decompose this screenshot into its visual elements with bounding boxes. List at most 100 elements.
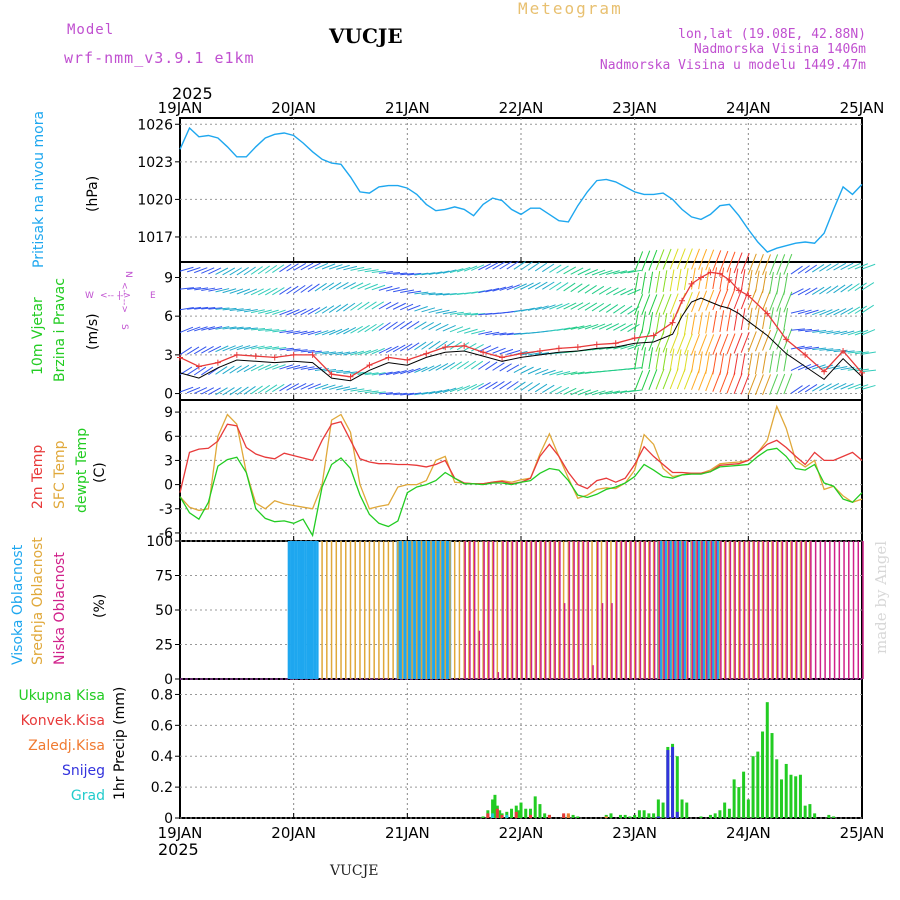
wind-barb	[698, 351, 703, 374]
wind-barb	[797, 364, 812, 371]
wind-barb	[584, 302, 598, 311]
wind-gust-marker	[442, 344, 449, 351]
wind-barb	[464, 328, 478, 334]
precip-bar	[751, 756, 755, 818]
wind-barb	[606, 390, 621, 395]
wind-gust-marker	[404, 357, 411, 364]
wind-barb	[357, 283, 371, 290]
wind-barb	[179, 266, 194, 272]
wind-barb	[435, 340, 448, 350]
wind-barb	[648, 294, 658, 316]
wind-barb	[364, 348, 378, 355]
precip-bar	[770, 733, 774, 818]
wind-barb	[733, 252, 743, 274]
wind-barb	[300, 284, 313, 293]
wind-barb	[201, 345, 214, 354]
wind-gust-marker	[309, 351, 316, 358]
wind-barb	[350, 282, 364, 290]
wind-barb	[655, 294, 665, 316]
wind-barb	[257, 265, 270, 275]
wind-barb	[599, 390, 613, 395]
wind-gust-marker	[650, 332, 657, 339]
wind-barb	[840, 283, 853, 293]
wind-gust-marker	[290, 351, 297, 358]
wind-barb	[321, 263, 336, 270]
wind-barb	[435, 309, 450, 314]
wind-barb	[435, 293, 450, 296]
wind-barb	[186, 267, 201, 273]
wind-barb	[620, 270, 635, 274]
wind-barb	[769, 271, 774, 294]
wind-barb	[187, 287, 202, 290]
wind-barb	[826, 263, 839, 272]
wind-barb	[683, 268, 689, 291]
wind-barb	[272, 264, 285, 273]
wind-barb	[215, 345, 229, 353]
wind-barb	[371, 372, 386, 376]
wind-barb	[364, 269, 379, 273]
wind-barb	[343, 302, 356, 312]
precip-bar	[756, 751, 760, 818]
legend-snow: Snijeg	[62, 763, 105, 779]
wind-barb	[577, 284, 590, 293]
wind-barb	[222, 307, 237, 311]
wind-barb	[726, 251, 736, 273]
model-label: Model	[67, 22, 114, 38]
wind-barb	[634, 272, 639, 295]
wind-barb	[549, 264, 562, 273]
wind-barb	[627, 344, 641, 350]
wind-barb	[414, 291, 429, 295]
wind-barb	[485, 361, 498, 371]
wind-barb	[258, 345, 272, 350]
compass-rose: N S W E <-- --> <-- --> |	[85, 271, 156, 330]
wind-barb	[563, 282, 576, 292]
wind-barb	[655, 249, 665, 271]
wind-barb	[613, 390, 628, 394]
cloud-unit: (%)	[92, 594, 108, 618]
wind-barb	[279, 263, 292, 273]
wind-barb	[449, 311, 464, 315]
wind-barb	[769, 350, 774, 373]
wind-barb	[186, 366, 200, 376]
wind-barb	[286, 364, 301, 370]
wind-barb	[243, 345, 258, 350]
wind-barb	[584, 389, 599, 396]
wind-barb	[662, 248, 672, 270]
y-tick-label: 3	[164, 348, 173, 364]
x-axis-bottom: 19JAN 20JAN 21JAN 22JAN 23JAN 24JAN 25JAN	[158, 824, 885, 842]
wind-barb	[819, 286, 832, 295]
wind-barb	[265, 329, 280, 332]
wind-barb	[634, 251, 644, 273]
wind-barb	[705, 370, 715, 392]
wind-barb	[669, 248, 679, 270]
wind-barb	[492, 362, 505, 371]
wind-barb	[556, 386, 570, 395]
wind-barb	[236, 288, 251, 295]
wind-barb	[861, 369, 876, 373]
precip-bar	[813, 813, 817, 818]
wind-barb	[641, 311, 647, 334]
x-tick-label-top: 25JAN	[840, 99, 885, 117]
wind-barb	[506, 364, 520, 373]
wind-barb	[371, 270, 386, 274]
wind-barb	[747, 307, 753, 330]
wind-gust-marker	[536, 347, 543, 354]
wind-barb	[676, 368, 686, 390]
wind-barb	[400, 392, 415, 396]
wind-barb	[179, 306, 194, 311]
wind-barb	[463, 383, 478, 391]
x-tick-label-top: 22JAN	[499, 99, 544, 117]
wind-barb	[648, 249, 658, 271]
wind-barb	[286, 383, 300, 391]
wind-barb	[215, 366, 228, 375]
precip-bar	[732, 779, 736, 818]
wind-barb	[272, 347, 287, 350]
wind-gust-marker	[328, 371, 335, 378]
wind-barb	[754, 374, 764, 396]
wind-barb	[826, 365, 841, 370]
wind-gust-marker	[499, 354, 506, 361]
wind-barb	[385, 392, 400, 395]
wind-barb	[861, 263, 876, 270]
wind-barb	[201, 387, 215, 395]
wind-barb	[350, 325, 363, 334]
